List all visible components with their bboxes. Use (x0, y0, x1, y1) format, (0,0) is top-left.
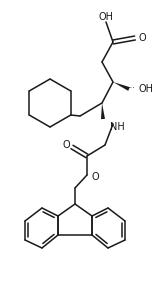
Polygon shape (101, 103, 105, 119)
Text: ···: ··· (127, 84, 135, 94)
Text: O: O (138, 33, 146, 43)
Text: OH: OH (138, 84, 154, 94)
Polygon shape (113, 82, 130, 91)
Text: OH: OH (98, 12, 114, 22)
Text: O: O (91, 172, 99, 182)
Text: NH: NH (110, 122, 124, 132)
Text: O: O (62, 140, 70, 150)
